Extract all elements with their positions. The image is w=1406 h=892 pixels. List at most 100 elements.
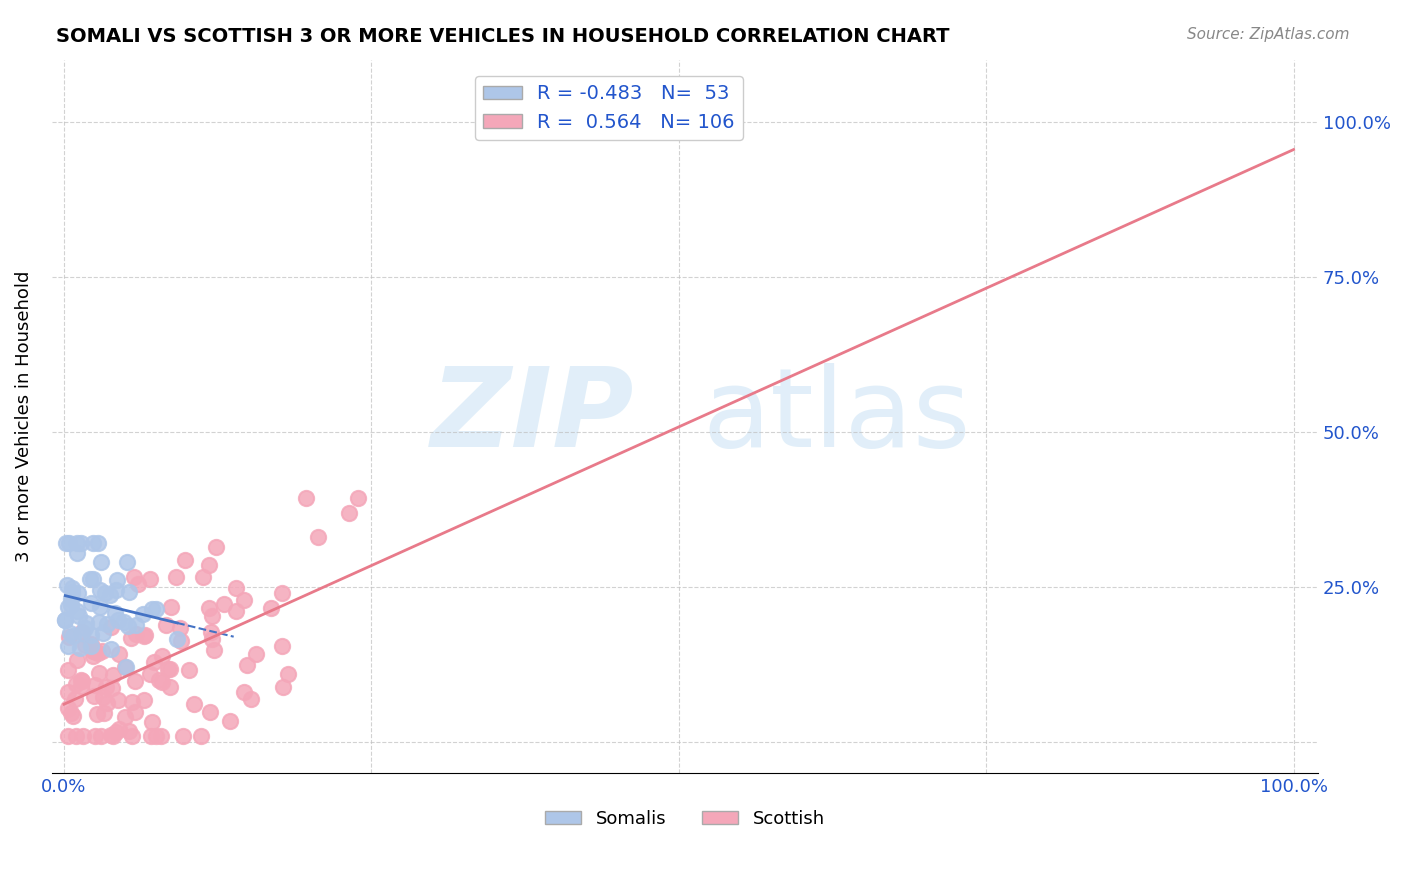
Point (260, 600, 283, 615)
Point (80, 596, 103, 610)
Point (219, 714, 242, 728)
Point (90, 729, 112, 743)
Point (55, 536, 77, 550)
Point (115, 555, 138, 569)
Point (62, 629, 84, 643)
Point (66, 653, 89, 667)
Point (67, 585, 90, 599)
Point (94, 585, 117, 599)
Point (79, 572, 101, 586)
Point (65, 692, 87, 706)
Point (114, 710, 136, 724)
Point (87, 646, 110, 660)
Point (75, 638, 97, 652)
Point (69, 673, 91, 688)
Point (236, 658, 259, 673)
Point (295, 491, 318, 505)
Point (107, 648, 129, 662)
Text: atlas: atlas (703, 363, 972, 470)
Point (83, 644, 105, 658)
Point (124, 705, 146, 719)
Point (191, 569, 214, 583)
Point (201, 632, 224, 646)
Point (79, 628, 101, 642)
Point (225, 604, 247, 618)
Text: Source: ZipAtlas.com: Source: ZipAtlas.com (1187, 27, 1350, 42)
Point (155, 617, 177, 632)
Point (66, 546, 89, 560)
Point (105, 573, 128, 587)
Point (72, 625, 94, 640)
Point (87, 615, 110, 629)
Point (121, 729, 143, 743)
Point (82, 536, 104, 550)
Point (56, 729, 79, 743)
Point (84, 678, 107, 692)
Point (82, 643, 104, 657)
Point (100, 620, 122, 634)
Point (69, 641, 91, 656)
Point (56, 578, 79, 592)
Point (101, 681, 124, 696)
Point (120, 631, 142, 645)
Point (114, 660, 136, 674)
Point (201, 609, 224, 624)
Point (89, 600, 111, 615)
Point (83, 729, 105, 743)
Point (80, 637, 103, 651)
Point (75, 615, 97, 630)
Point (83, 689, 105, 703)
Point (70, 624, 93, 639)
Point (150, 729, 173, 743)
Point (70, 536, 93, 550)
Point (271, 585, 294, 599)
Point (87, 536, 110, 550)
Point (202, 643, 225, 657)
Point (173, 729, 195, 743)
Point (197, 600, 219, 615)
Point (60, 586, 83, 600)
Point (82, 572, 104, 586)
Point (90, 644, 112, 658)
Point (142, 656, 165, 670)
Point (94, 680, 117, 694)
Point (60, 581, 83, 595)
Point (62, 708, 84, 723)
Point (112, 615, 135, 629)
Point (239, 692, 262, 706)
Point (145, 729, 167, 743)
Point (103, 729, 125, 743)
Point (89, 583, 111, 598)
Text: SOMALI VS SCOTTISH 3 OR MORE VEHICLES IN HOUSEHOLD CORRELATION CHART: SOMALI VS SCOTTISH 3 OR MORE VEHICLES IN… (56, 27, 949, 45)
Point (59, 598, 82, 612)
Point (141, 715, 163, 730)
Point (73, 621, 96, 635)
Point (159, 680, 181, 694)
Point (104, 583, 127, 598)
Point (108, 722, 131, 736)
Point (245, 647, 267, 661)
Point (277, 666, 299, 681)
Point (100, 642, 122, 657)
Point (58, 630, 80, 644)
Point (70, 673, 93, 688)
Point (90, 555, 112, 569)
Point (96, 696, 118, 710)
Point (148, 673, 170, 687)
Point (204, 541, 226, 555)
Point (98, 588, 121, 602)
Point (59, 592, 82, 607)
Point (66, 536, 89, 550)
Point (65, 677, 87, 691)
Legend: Somalis, Scottish: Somalis, Scottish (537, 803, 832, 835)
Point (347, 491, 370, 505)
Point (118, 585, 141, 599)
Point (70, 679, 93, 693)
Point (82, 648, 104, 663)
Point (225, 582, 247, 596)
Point (125, 618, 148, 632)
Point (190, 729, 212, 743)
Point (134, 629, 156, 643)
Point (59, 625, 82, 640)
Point (125, 626, 148, 640)
